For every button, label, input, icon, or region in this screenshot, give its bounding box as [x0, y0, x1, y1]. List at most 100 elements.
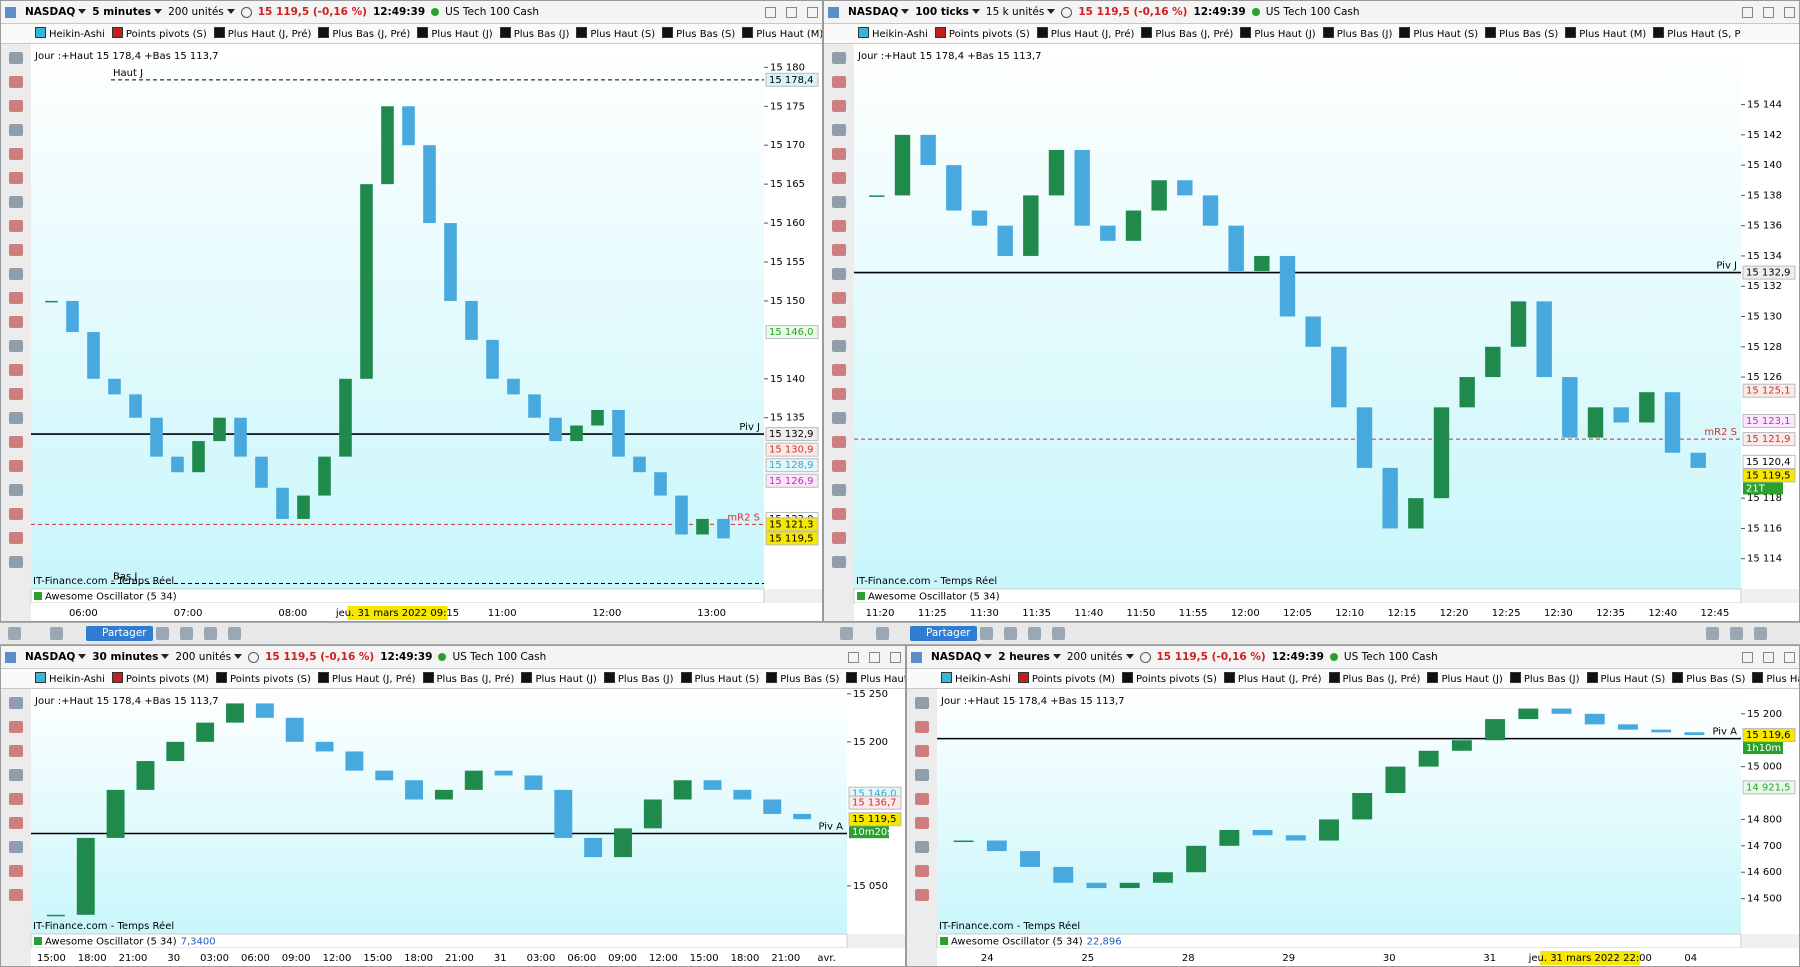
indicator-toggle[interactable]: Plus Haut (M) — [1565, 27, 1646, 40]
panel-icon — [5, 651, 16, 663]
window-close[interactable] — [1784, 6, 1795, 18]
indicator-toggle[interactable]: Plus Haut (S) — [1399, 27, 1478, 40]
indicator-toggle[interactable]: Plus Bas (J) — [499, 27, 569, 40]
indicator-toggle[interactable]: Heikin-Ashi — [858, 27, 928, 40]
window-max[interactable] — [786, 6, 797, 18]
symbol-select[interactable]: NASDAQ — [25, 651, 87, 663]
indicator-toggle[interactable]: Plus Haut (J) — [417, 27, 493, 40]
candle — [1086, 882, 1107, 889]
indicator-toggle[interactable]: Points pivots (M) — [111, 672, 209, 685]
price-tick-label: 15 114 — [1747, 554, 1782, 565]
tool-icon[interactable] — [228, 627, 241, 640]
window-max[interactable] — [869, 651, 880, 663]
indicator-toggle[interactable]: Plus Bas (J) — [1509, 672, 1580, 685]
symbol-select[interactable]: NASDAQ — [848, 6, 910, 18]
units-select[interactable]: 200 unités — [1067, 651, 1134, 663]
indicator-toggle[interactable]: Plus Bas (S) — [1485, 27, 1558, 40]
indicator-toggle[interactable]: Plus Bas (S) — [766, 672, 839, 685]
indicator-toggle[interactable]: Plus Bas (J, Pré) — [1328, 672, 1420, 685]
price-tag-label: 15 119,6 — [1746, 730, 1791, 741]
tool-icon[interactable] — [8, 627, 21, 640]
indicator-toggle[interactable]: Plus Haut (J, Pré) — [1223, 672, 1322, 685]
chart-panel: NASDAQ 30 minutes 200 unités 15 119,5 (-0,1… — [0, 645, 906, 967]
timeframe-select[interactable]: 2 heures — [998, 651, 1061, 663]
info-icon[interactable] — [1061, 6, 1073, 18]
indicator-toggle[interactable]: Plus Bas (J, Pré) — [318, 27, 410, 40]
indicator-toggle[interactable]: Plus Haut (S, P — [1653, 27, 1741, 40]
indicator-toggle[interactable]: Plus Haut (M) — [742, 27, 822, 40]
indicator-toggle[interactable]: Points pivots (S) — [1122, 672, 1217, 685]
indicator-toggle[interactable]: Plus Haut (M — [846, 672, 905, 685]
indicator-toggle[interactable]: Plus Bas (S) — [662, 27, 735, 40]
tool-icon[interactable] — [204, 627, 217, 640]
indicator-toggle[interactable]: Plus Bas (J) — [603, 672, 674, 685]
indicator-toggle[interactable]: Plus Haut (J, Pré) — [213, 27, 311, 40]
indicator-toggle[interactable]: Plus Haut (J) — [1240, 27, 1316, 40]
tool-icon[interactable] — [1004, 627, 1017, 640]
indicator-toggle[interactable]: Plus Haut (S) — [680, 672, 759, 685]
tool-icon — [9, 364, 23, 376]
indicator-toggle[interactable]: Plus Haut (J, Pré) — [317, 672, 416, 685]
tool-icon[interactable] — [840, 627, 853, 640]
window-max[interactable] — [1763, 6, 1774, 18]
tool-icon[interactable] — [980, 627, 993, 640]
timeframe-select[interactable]: 5 minutes — [92, 6, 163, 18]
indicator-toggle[interactable]: Plus Haut — [1752, 672, 1799, 685]
window-close[interactable] — [807, 6, 818, 18]
symbol-select[interactable]: NASDAQ — [25, 6, 87, 18]
candle — [1356, 407, 1373, 468]
indicator-toggle[interactable]: Plus Haut (J, Pré) — [1036, 27, 1134, 40]
window-close[interactable] — [890, 651, 901, 663]
candle — [614, 828, 632, 858]
window-min[interactable] — [1742, 6, 1753, 18]
tool-icon[interactable] — [180, 627, 193, 640]
indicator-toggle[interactable]: Plus Haut (J) — [521, 672, 597, 685]
window-min[interactable] — [1742, 651, 1753, 663]
tool-icon[interactable] — [1028, 627, 1041, 640]
indicator-toggle[interactable]: Points pivots (S) — [216, 672, 311, 685]
indicator-toggle[interactable]: Plus Bas (S) — [1672, 672, 1745, 685]
tool-icon[interactable] — [876, 627, 889, 640]
info-icon[interactable] — [240, 6, 252, 18]
units-select[interactable]: 200 unités — [175, 651, 243, 663]
tool-icon[interactable] — [156, 627, 169, 640]
units-select[interactable]: 15 k unités — [986, 6, 1056, 18]
indicator-toggle[interactable]: Plus Haut (S) — [576, 27, 655, 40]
window-min[interactable] — [848, 651, 859, 663]
indicator-toggle[interactable]: Heikin-Ashi — [35, 27, 105, 40]
candle — [1536, 301, 1552, 378]
indicator-toggle[interactable]: Points pivots (S) — [934, 27, 1030, 40]
zoom-icon[interactable] — [1730, 627, 1743, 640]
window-close[interactable] — [1784, 651, 1795, 663]
indicator-toggle[interactable]: Heikin-Ashi — [35, 672, 105, 685]
window-max[interactable] — [1763, 651, 1774, 663]
indicator-toggle[interactable]: Plus Bas (J, Pré) — [1141, 27, 1233, 40]
indicator-toggle[interactable]: Points pivots (S) — [111, 27, 207, 40]
indicator-toggle[interactable]: Heikin-Ashi — [941, 672, 1011, 685]
candle — [869, 195, 885, 197]
info-icon[interactable] — [1139, 651, 1151, 663]
indicator-name: Points pivots (S) — [1136, 674, 1217, 685]
indicator-name: Plus Haut — [1766, 674, 1799, 685]
tool-icon[interactable] — [1052, 627, 1065, 640]
tool-icon[interactable] — [50, 627, 63, 640]
indicator-name: Plus Haut (J) — [431, 29, 493, 40]
symbol-select[interactable]: NASDAQ — [931, 651, 993, 663]
share-button[interactable]: Partager — [86, 626, 153, 641]
indicator-checkbox — [422, 672, 434, 683]
time-label: 12:20 — [1440, 608, 1469, 619]
indicator-toggle[interactable]: Plus Bas (J, Pré) — [422, 672, 514, 685]
indicator-toggle[interactable]: Points pivots (M) — [1017, 672, 1115, 685]
indicator-toggle[interactable]: Plus Bas (J) — [1322, 27, 1392, 40]
timeframe-select[interactable]: 100 ticks — [915, 6, 980, 18]
indicator-toggle[interactable]: Plus Haut (S) — [1586, 672, 1665, 685]
zoom-icon[interactable] — [1754, 627, 1767, 640]
units-select[interactable]: 200 unités — [168, 6, 235, 18]
candle — [464, 770, 483, 790]
share-button[interactable]: Partager — [910, 626, 977, 641]
zoom-icon[interactable] — [1706, 627, 1719, 640]
info-icon[interactable] — [248, 651, 260, 663]
window-min[interactable] — [765, 6, 776, 18]
timeframe-select[interactable]: 30 minutes — [92, 651, 170, 663]
indicator-toggle[interactable]: Plus Haut (J) — [1427, 672, 1503, 685]
